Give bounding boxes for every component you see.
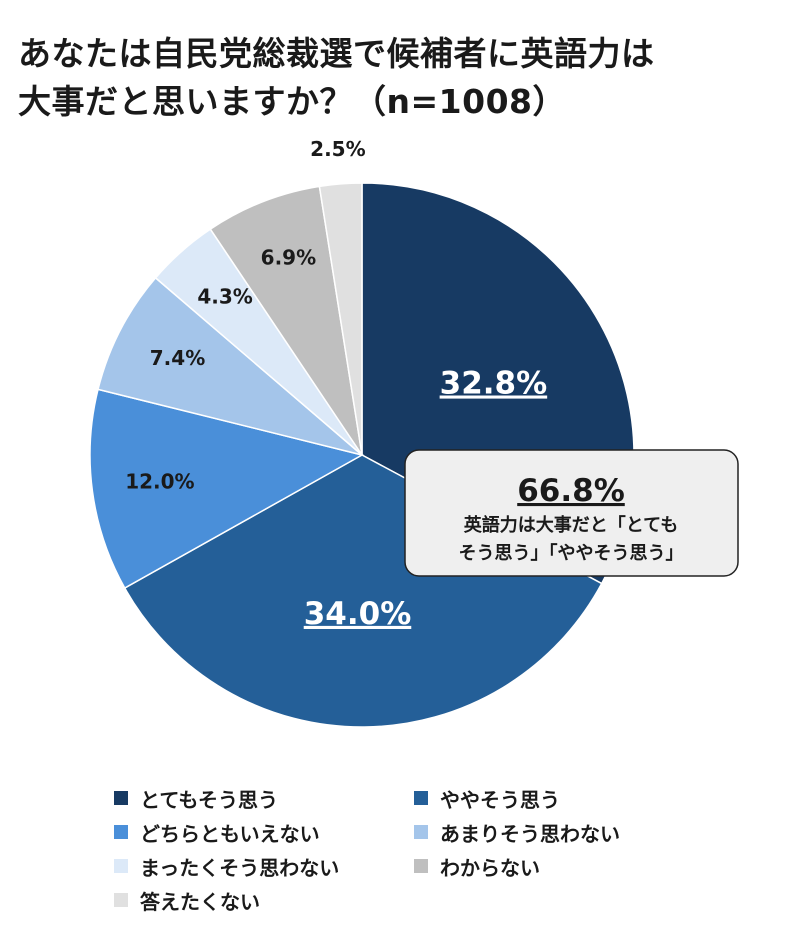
slice-label-1: 32.8% — [440, 366, 548, 402]
legend-label-5: まったくそう思わない — [140, 855, 340, 880]
legend-swatch-5 — [114, 859, 128, 873]
legend-label-1: とてもそう思う — [140, 787, 278, 812]
legend-label-4: あまりそう思わない — [440, 821, 620, 846]
chart-title: あなたは自民党総裁選で候補者に英語力は 大事だと思いますか？（n=1008） — [18, 30, 788, 126]
pie-slice-4 — [97, 276, 363, 456]
pie-slice-7 — [318, 182, 363, 456]
legend-label-6: わからない — [440, 855, 540, 880]
legend-label-7: 答えたくない — [140, 889, 260, 914]
legend-item-3: どちらともいえない — [114, 817, 414, 847]
callout-background — [404, 449, 739, 577]
legend-swatch-4 — [414, 825, 428, 839]
slice-label-3: 12.0% — [125, 469, 194, 493]
callout-text-line-2: そう思う」「ややそう思う」 — [459, 542, 684, 564]
slice-label-7: 2.5% — [310, 137, 365, 161]
pie-slice-3 — [89, 388, 365, 590]
legend-item-1: とてもそう思う — [114, 783, 414, 813]
slice-label-6: 6.9% — [261, 246, 316, 270]
legend-swatch-3 — [114, 825, 128, 839]
chart-title-line-1: あなたは自民党総裁選で候補者に英語力は — [18, 34, 655, 73]
legend-swatch-7 — [114, 893, 128, 907]
callout-box: 66.8% 英語力は大事だと「とてもそう思う」「ややそう思う」 — [404, 449, 739, 577]
legend-item-5: まったくそう思わない — [114, 851, 414, 881]
pie-slice-6 — [209, 185, 363, 456]
legend-item-2: ややそう思う — [414, 783, 714, 813]
slice-label-4: 7.4% — [150, 346, 205, 370]
legend-label-3: どちらともいえない — [140, 821, 320, 846]
chart-title-line-2: 大事だと思いますか？（n=1008） — [18, 82, 566, 121]
slice-label-5: 4.3% — [197, 285, 252, 309]
legend-swatch-2 — [414, 791, 428, 805]
slice-label-2: 34.0% — [304, 596, 412, 632]
callout-value: 66.8% — [517, 473, 625, 509]
legend-item-4: あまりそう思わない — [414, 817, 714, 847]
chart-legend: とてもそう思う ややそう思うどちらともいえない あまりそう思わないまったくそう思わな… — [114, 783, 754, 915]
legend-label-2: ややそう思う — [440, 787, 560, 812]
legend-item-6: わからない — [414, 851, 714, 881]
callout-text-line-1: 英語力は大事だと「とても — [463, 514, 679, 536]
legend-item-7: 答えたくない — [114, 885, 414, 915]
legend-swatch-6 — [414, 859, 428, 873]
legend-swatch-1 — [114, 791, 128, 805]
